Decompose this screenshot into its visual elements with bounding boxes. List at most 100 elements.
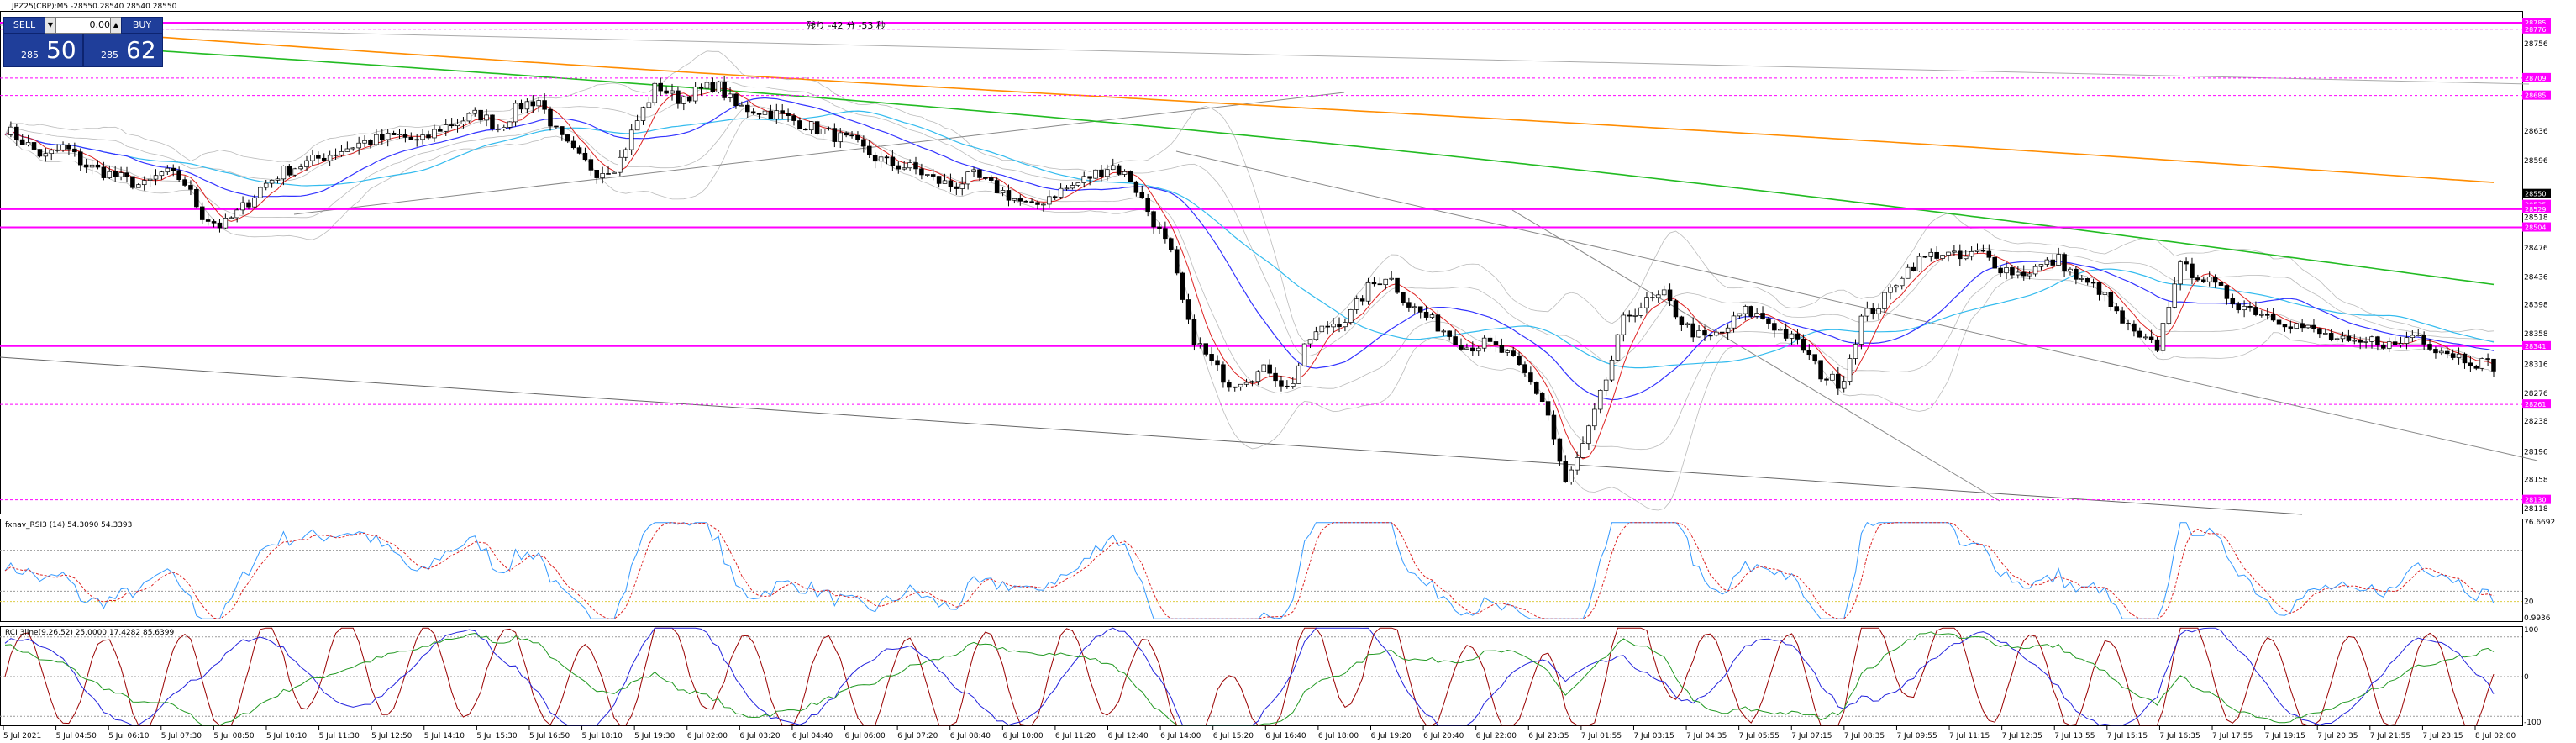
candle-bear: [2120, 310, 2125, 324]
candle-bear: [676, 90, 681, 104]
candle-bull: [374, 134, 379, 145]
rsi-pane: [0, 519, 2523, 622]
candle-bear: [2381, 344, 2386, 349]
candle-bull: [2206, 277, 2212, 282]
candle-bull: [1081, 176, 1086, 183]
candle-bear: [988, 177, 994, 181]
candle-bull: [234, 209, 239, 219]
candle-bear: [14, 126, 19, 140]
candle-bull: [536, 100, 541, 107]
candle-bull: [2027, 273, 2032, 277]
candle-bear: [1377, 283, 1383, 286]
candle-bull: [484, 114, 489, 121]
candle-bull: [1343, 322, 1348, 328]
buy-button-small[interactable]: BUY: [121, 17, 163, 34]
candle-bear: [530, 101, 536, 107]
buy-price-button[interactable]: 285 62: [83, 34, 163, 67]
buy-price-prefix: 285: [101, 50, 118, 61]
candle-bear: [1227, 382, 1232, 388]
lot-up-icon[interactable]: ▲: [110, 17, 122, 34]
candle-bear: [1267, 364, 1272, 374]
sell-price-button[interactable]: 285 50: [3, 34, 83, 67]
candle-bear: [1006, 190, 1012, 201]
candle-bull: [959, 183, 965, 189]
candle-bull: [1012, 198, 1017, 201]
candle-bear: [402, 134, 408, 138]
candle-bull: [292, 168, 297, 176]
candle-bear: [1052, 196, 1058, 198]
candle-bull: [2294, 323, 2300, 329]
candle-bull: [2363, 341, 2368, 343]
bar-countdown: 残り -42 分 -53 秒: [807, 20, 886, 31]
candle-bull: [1743, 306, 1748, 314]
time-axis-label: 5 Jul 16:50: [529, 732, 570, 740]
time-axis-label: 6 Jul 22:00: [1476, 732, 1517, 740]
candle-bull: [275, 178, 281, 181]
candle-bear: [2010, 267, 2015, 276]
candle-bull: [2305, 324, 2311, 329]
candle-bull: [2340, 335, 2346, 340]
candle-bear: [1719, 331, 1725, 334]
time-axis-label: 5 Jul 12:50: [371, 732, 413, 740]
lot-down-icon[interactable]: ▼: [45, 17, 56, 34]
candle-bear: [1870, 308, 1875, 314]
candle-bear: [1998, 267, 2003, 274]
candle-bear: [1795, 333, 1801, 340]
candle-bull: [2259, 314, 2264, 316]
candle-bull: [298, 166, 303, 170]
price-axis-label: 28196: [2524, 448, 2548, 456]
trendline-long: [0, 356, 2303, 515]
candle-bull: [1197, 343, 1203, 345]
candle-bull: [466, 113, 472, 122]
candle-bull: [1969, 251, 1974, 257]
candle-bear: [542, 100, 547, 110]
price-badge: [2522, 222, 2551, 232]
candle-bull: [942, 180, 948, 184]
time-axis-label: 7 Jul 16:35: [2159, 732, 2200, 740]
candle-bull: [1916, 256, 1922, 271]
candle-bear: [2126, 323, 2131, 324]
candle-bull: [2369, 336, 2374, 342]
candle-bull: [600, 173, 605, 178]
candle-bear: [1191, 319, 1197, 345]
candle-bull: [652, 82, 658, 103]
price-badge-label: 28341: [2525, 343, 2546, 350]
candle-bear: [211, 221, 217, 224]
sell-button-small[interactable]: SELL: [3, 17, 45, 34]
candle-bear: [1128, 171, 1133, 182]
candle-bull: [1905, 266, 1911, 279]
candle-bear: [2230, 298, 2236, 304]
candle-bull: [385, 132, 391, 140]
candle-bear: [1279, 380, 1284, 387]
candle-bull: [2079, 278, 2084, 280]
candle-bear: [1139, 192, 1145, 198]
candle-bear: [83, 164, 89, 168]
candle-bear: [2084, 278, 2090, 283]
current-price-label: 28550: [2525, 191, 2546, 198]
candle-bear: [217, 222, 223, 229]
price-axis-label: 28158: [2524, 476, 2548, 484]
candle-bull: [2479, 358, 2484, 369]
candle-bear: [1087, 176, 1092, 179]
trendline-top: [0, 24, 2530, 85]
time-axis-label: 7 Jul 17:55: [2212, 732, 2253, 740]
candle-bear: [1029, 201, 1034, 203]
candle-bull: [1731, 315, 1737, 329]
candle-bear: [101, 166, 107, 178]
rsi-axis-bottom: 0.9936: [2524, 614, 2551, 623]
lot-size-input[interactable]: 0.00: [55, 17, 114, 34]
candle-bull: [229, 217, 234, 219]
price-axis-label: 28276: [2524, 390, 2548, 398]
candle-bear: [380, 134, 385, 140]
candle-bear: [768, 110, 774, 119]
candle-bear: [31, 142, 37, 150]
rsi-header: fxnav_RSI3 (14) 54.3090 54.3393: [5, 521, 133, 530]
candle-bull: [1296, 365, 1301, 384]
candle-bull: [159, 171, 165, 177]
candle-bull: [258, 187, 263, 198]
candle-bull: [1974, 250, 1980, 252]
candle-bear: [786, 113, 791, 116]
trendline-channel-upper: [293, 92, 1345, 215]
